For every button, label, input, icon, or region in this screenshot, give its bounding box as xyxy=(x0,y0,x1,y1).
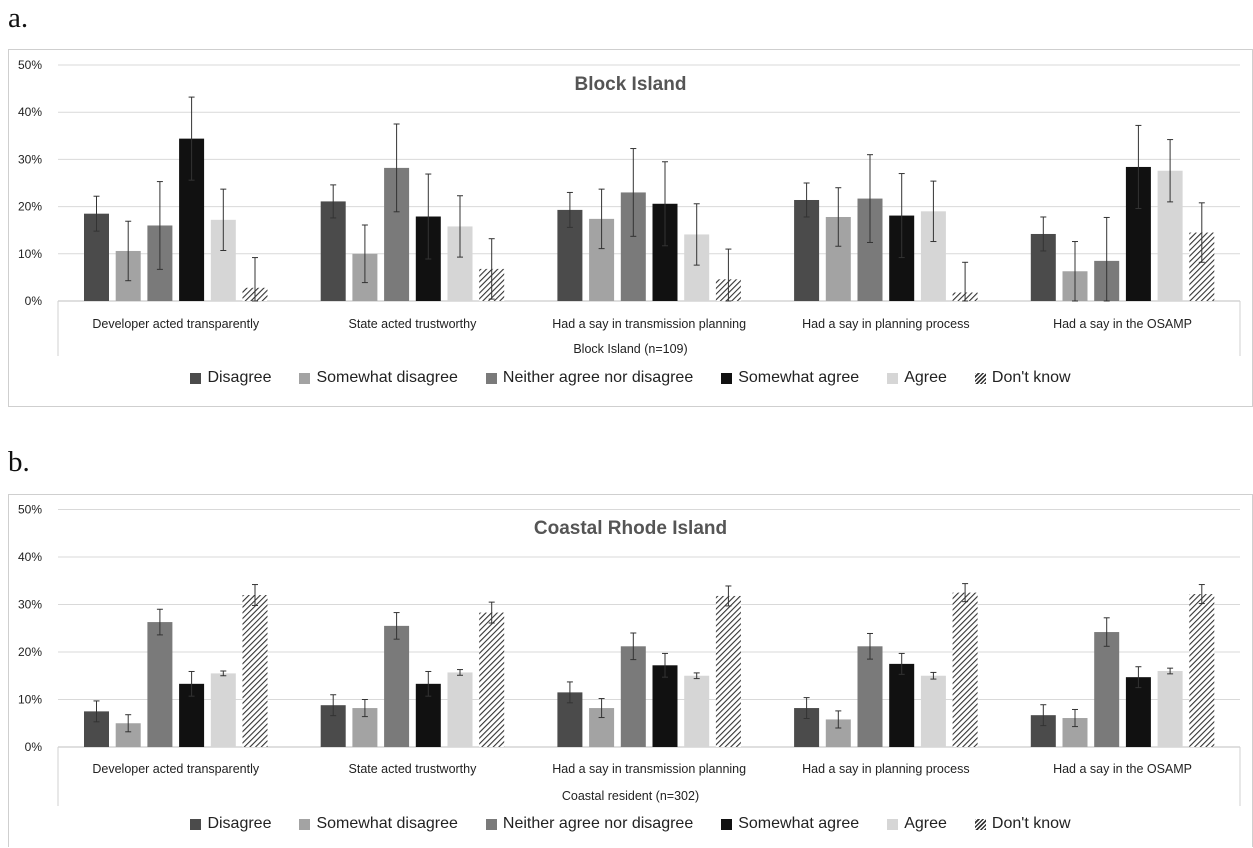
category-label: Had a say in the OSAMP xyxy=(1053,762,1192,776)
bar-neither-agree-nor-disagree xyxy=(384,625,410,747)
category-label: Had a say in transmission planning xyxy=(552,762,746,776)
category-label: State acted trustworthy xyxy=(349,762,478,776)
bar-agree xyxy=(1157,671,1183,747)
legend-swatch xyxy=(299,818,311,830)
legend-item-agree: Agree xyxy=(887,815,947,833)
legend-swatch xyxy=(485,372,497,384)
bar-somewhat-disagree xyxy=(115,723,141,747)
bar-don-t-know xyxy=(952,592,978,747)
category-label: Developer acted transparently xyxy=(92,317,260,331)
y-tick-label: 0% xyxy=(25,294,43,308)
legend-label: Somewhat disagree xyxy=(316,369,458,386)
chart-title: Block Island xyxy=(574,74,687,95)
chart-block-island: 0% 10% 20% 30% 40% 50% Developer acted transpa… xyxy=(8,49,1253,407)
legend-swatch xyxy=(974,372,986,384)
bar-agree xyxy=(684,675,710,747)
legend-label: Don't know xyxy=(991,369,1071,386)
y-tick-label: 20% xyxy=(18,200,42,214)
legend-swatch xyxy=(721,818,733,830)
legend-item-disagree: Disagree xyxy=(190,369,271,387)
chart-svg: 0% 10% 20% 30% 40% 50% Developer acted transpa… xyxy=(18,503,1241,806)
legend-swatch xyxy=(887,818,899,830)
legend-swatch xyxy=(721,372,733,384)
bar-neither-agree-nor-disagree xyxy=(1094,632,1120,747)
legend-item-somewhat-agree: Somewhat agree xyxy=(721,369,859,387)
legend-label: Disagree xyxy=(207,369,272,386)
bar-agree xyxy=(920,675,946,747)
y-tick-label: 10% xyxy=(18,693,42,707)
bar-somewhat-agree xyxy=(1125,677,1151,747)
y-tick-label: 30% xyxy=(18,598,42,612)
bar-neither-agree-nor-disagree xyxy=(857,646,883,747)
y-tick-label: 20% xyxy=(18,645,42,659)
legend-label: Don't know xyxy=(991,815,1071,832)
bar-somewhat-agree xyxy=(652,665,678,747)
legend-swatch xyxy=(190,372,202,384)
legend-item-don-t-know: Don't know xyxy=(974,369,1071,387)
legend-swatch xyxy=(887,372,899,384)
y-tick-label: 40% xyxy=(18,105,42,119)
y-tick-label: 40% xyxy=(18,550,42,564)
chart-title: Coastal Rhode Island xyxy=(533,518,728,539)
legend-item-agree: Agree xyxy=(887,369,947,387)
legend: Disagree Somewhat disagree Neither agree n… xyxy=(9,815,1252,833)
panel-label-b: b. xyxy=(8,446,30,478)
legend-item-neither-agree-nor-disagree: Neither agree nor disagree xyxy=(485,815,694,833)
legend: Disagree Somewhat disagree Neither agree n… xyxy=(9,369,1252,387)
legend-label: Neither agree nor disagree xyxy=(502,815,694,832)
legend-swatch xyxy=(299,372,311,384)
legend-item-neither-agree-nor-disagree: Neither agree nor disagree xyxy=(485,369,694,387)
legend-swatch xyxy=(974,818,986,830)
legend-item-disagree: Disagree xyxy=(190,815,271,833)
bar-neither-agree-nor-disagree xyxy=(147,622,173,747)
category-label: Developer acted transparently xyxy=(92,762,260,776)
category-label: Had a say in planning process xyxy=(802,317,969,331)
legend-swatch xyxy=(485,818,497,830)
x-axis-label: Coastal resident (n=302) xyxy=(561,789,700,803)
legend-swatch xyxy=(190,818,202,830)
y-tick-label: 0% xyxy=(25,740,43,754)
legend-item-somewhat-disagree: Somewhat disagree xyxy=(299,369,458,387)
category-label: Had a say in the OSAMP xyxy=(1053,317,1192,331)
y-tick-label: 10% xyxy=(18,247,42,261)
y-tick-label: 30% xyxy=(18,152,42,166)
bar-don-t-know xyxy=(242,595,268,747)
bar-agree xyxy=(447,672,473,747)
legend-label: Somewhat agree xyxy=(738,369,860,386)
category-label: State acted trustworthy xyxy=(349,317,478,331)
legend-label: Agree xyxy=(904,815,947,832)
bar-somewhat-agree xyxy=(889,663,915,747)
chart-svg: 0% 10% 20% 30% 40% 50% Developer acted transpa… xyxy=(18,58,1241,356)
category-label: Had a say in planning process xyxy=(802,762,969,776)
chart-coastal-rhode-island: 0% 10% 20% 30% 40% 50% Developer acted transpa… xyxy=(8,494,1253,847)
bar-don-t-know xyxy=(1189,594,1215,747)
legend-item-somewhat-disagree: Somewhat disagree xyxy=(299,815,458,833)
bar-agree xyxy=(210,673,236,747)
legend-label: Neither agree nor disagree xyxy=(502,369,694,386)
bar-neither-agree-nor-disagree xyxy=(620,646,646,747)
x-axis-label: Block Island (n=109) xyxy=(573,342,688,356)
legend-item-somewhat-agree: Somewhat agree xyxy=(721,815,859,833)
y-tick-label: 50% xyxy=(18,503,42,517)
bar-don-t-know xyxy=(715,595,741,747)
y-tick-label: 50% xyxy=(18,58,42,72)
category-label: Had a say in transmission planning xyxy=(552,317,746,331)
legend-label: Disagree xyxy=(207,815,272,832)
panel-label-a: a. xyxy=(8,2,29,34)
legend-label: Somewhat disagree xyxy=(316,815,458,832)
legend-label: Agree xyxy=(904,369,947,386)
legend-label: Somewhat agree xyxy=(738,815,860,832)
legend-item-don-t-know: Don't know xyxy=(974,815,1071,833)
bar-don-t-know xyxy=(479,612,505,747)
